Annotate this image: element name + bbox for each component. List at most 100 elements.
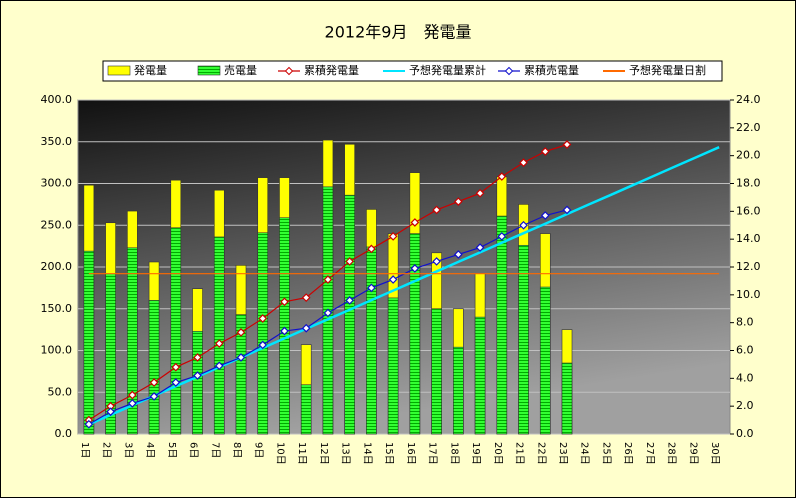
y2-tick-label: 2.0 [736, 399, 754, 412]
bar [344, 194, 355, 435]
bar [213, 236, 225, 435]
legend-swatch [197, 65, 221, 76]
y2-tick-label: 24.0 [736, 93, 761, 106]
legend-label: 予想発電量日割 [629, 63, 706, 77]
bar [431, 308, 442, 435]
marker [127, 390, 137, 400]
y2-tick-label: 6.0 [736, 344, 754, 357]
x-tick-label: 8日 [231, 442, 242, 458]
y2-tick-label: 14.0 [736, 232, 761, 245]
marker [106, 407, 115, 417]
legend-label: 売電量 [224, 64, 257, 77]
bar [496, 215, 508, 435]
x-tick-label: 24日 [579, 442, 590, 465]
bar [192, 330, 203, 435]
marker [540, 147, 550, 156]
y-tick-label: 150.0 [41, 302, 73, 315]
marker [214, 361, 224, 371]
x-tick-label: 30日 [709, 442, 720, 465]
bar [561, 362, 573, 435]
marker [388, 275, 398, 284]
marker [432, 205, 441, 215]
x-tick-label: 6日 [188, 442, 199, 458]
x-tick-label: 13日 [340, 442, 351, 465]
x-tick-label: 19日 [470, 442, 481, 465]
x-tick-label: 17日 [427, 442, 438, 465]
marker [540, 211, 550, 220]
bar [474, 316, 486, 435]
legend-label: 累積売電量 [524, 63, 579, 77]
x-tick-label: 25日 [600, 442, 611, 465]
marker [236, 328, 246, 337]
marker [562, 205, 572, 215]
y2-tick-label: 4.0 [736, 371, 754, 384]
marker [367, 244, 376, 254]
marker [171, 378, 181, 387]
marker [258, 340, 268, 350]
marker [410, 218, 420, 227]
x-tick-label: 3日 [122, 442, 133, 458]
marker [388, 232, 398, 241]
y-tick-label: 300.0 [41, 177, 73, 190]
y-tick-label: 400.0 [41, 93, 73, 106]
x-tick-label: 2日 [101, 442, 112, 458]
y2-tick-label: 20.0 [736, 149, 761, 162]
x-tick-label: 9日 [253, 442, 264, 458]
marker [345, 296, 355, 305]
bar [279, 217, 290, 435]
marker [301, 323, 311, 333]
marker [236, 353, 246, 362]
x-tick-label: 14日 [361, 442, 372, 465]
bar [453, 346, 464, 435]
legend [102, 60, 723, 82]
legend-swatch [107, 65, 131, 76]
x-tick-label: 4日 [144, 442, 155, 458]
marker [301, 293, 311, 302]
marker [519, 158, 528, 167]
y-tick-label: 200.0 [41, 260, 73, 273]
x-tick-label: 18日 [448, 442, 459, 465]
marker [149, 392, 159, 401]
marker [171, 362, 181, 372]
bar [257, 232, 269, 435]
x-tick-label: 15日 [383, 442, 394, 465]
x-tick-label: 7日 [209, 442, 220, 458]
legend-label: 累積発電量 [304, 63, 359, 77]
y-tick-label: 350.0 [41, 135, 73, 148]
marker [127, 399, 137, 408]
y2-tick-label: 18.0 [736, 177, 761, 190]
marker [84, 419, 94, 429]
y2-tick-label: 16.0 [736, 204, 761, 217]
bar [387, 297, 399, 435]
bar [300, 384, 312, 435]
marker [453, 197, 463, 206]
legend-marker [504, 66, 514, 76]
x-tick-label: 1日 [79, 442, 90, 458]
x-tick-label: 10日 [274, 442, 285, 465]
marker [193, 371, 202, 380]
x-tick-label: 29日 [687, 442, 698, 465]
bar [518, 244, 529, 435]
marker [562, 140, 572, 149]
x-tick-label: 11日 [296, 442, 307, 465]
marker [475, 243, 485, 252]
marker [497, 232, 507, 241]
x-tick-label: 23日 [557, 442, 568, 465]
marker [432, 257, 441, 266]
bar [170, 227, 182, 435]
marker [323, 275, 333, 284]
x-tick-label: 20日 [492, 442, 503, 465]
y-tick-label: 0.0 [55, 427, 73, 440]
line [88, 146, 720, 426]
bar [409, 233, 421, 435]
marker [280, 297, 289, 307]
bar [83, 250, 95, 435]
x-tick-label: 12日 [318, 442, 329, 465]
y2-tick-label: 22.0 [736, 121, 761, 134]
bar [235, 314, 247, 435]
marker [193, 353, 202, 362]
marker [367, 283, 376, 293]
marker [475, 188, 485, 198]
bar [539, 286, 551, 435]
